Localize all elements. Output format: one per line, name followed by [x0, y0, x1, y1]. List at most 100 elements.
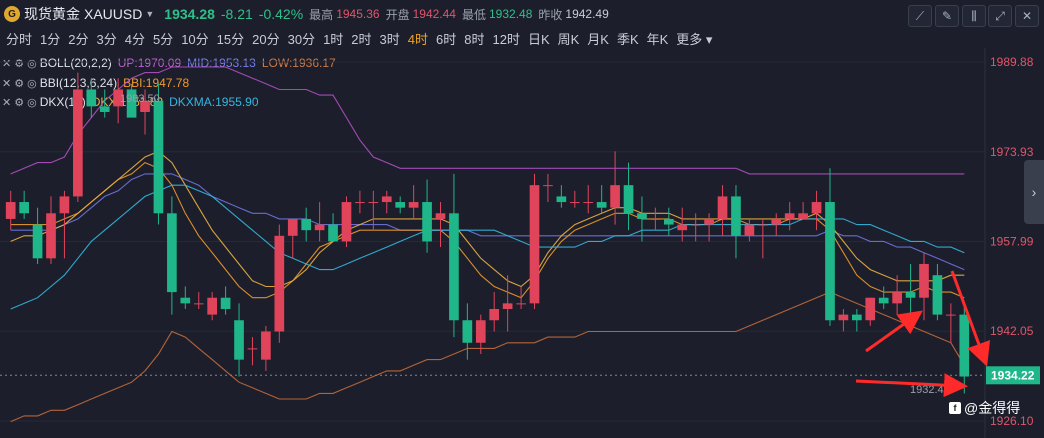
period-tab[interactable]: 2分: [68, 31, 89, 47]
period-tab[interactable]: 12时: [492, 31, 520, 47]
period-tab[interactable]: 4时: [407, 31, 428, 47]
candle-body: [287, 218, 298, 236]
candle-body: [355, 202, 365, 204]
candle-body: [113, 89, 123, 107]
prev-close-value: 1942.49: [565, 7, 609, 21]
low-value: 1932.48: [489, 7, 533, 21]
y-tick-label: 1989.88: [990, 55, 1034, 69]
prev-close-label: 昨收: [538, 7, 563, 22]
instrument-name[interactable]: 现货黄金: [24, 6, 80, 22]
period-tab[interactable]: 2时: [351, 31, 372, 47]
candle-body: [140, 100, 150, 112]
y-tick-label: 1926.10: [990, 414, 1034, 428]
close-icon[interactable]: ✕: [2, 57, 12, 70]
bbi-name: BBI(12,3,6,24): [39, 76, 118, 90]
period-tab[interactable]: 3时: [379, 31, 400, 47]
candle-body: [462, 320, 473, 343]
candle-body: [328, 224, 338, 242]
gear-icon[interactable]: ⚙: [14, 96, 25, 109]
period-tab[interactable]: 1分: [40, 31, 61, 47]
bbi-legend: ✕ ⚙ ◎ BBI(12,3,6,24) BBI:1947.78: [2, 76, 189, 90]
period-tab[interactable]: 30分: [287, 31, 316, 47]
period-tab[interactable]: 5分: [152, 31, 174, 47]
candle-body: [932, 275, 943, 315]
candle-body: [234, 320, 244, 360]
period-tab[interactable]: 3分: [96, 31, 117, 47]
candle-body: [153, 100, 164, 214]
candle-body: [650, 218, 661, 220]
period-tab[interactable]: 分时: [6, 31, 33, 47]
gold-coin-icon: G: [4, 6, 20, 22]
candle-body: [690, 224, 701, 226]
period-tab[interactable]: 8时: [464, 31, 485, 47]
eye-icon[interactable]: ◎: [27, 77, 37, 90]
gear-icon[interactable]: ⚙: [14, 77, 25, 90]
chevron-down-icon[interactable]: ▼: [145, 9, 155, 19]
symbol-code[interactable]: XAUUSD: [84, 6, 143, 22]
boll-up-value: UP:1970.09: [117, 56, 182, 70]
candle-body: [610, 185, 620, 208]
candle-body: [543, 185, 553, 187]
dkxma-value: DKXMA:1955.90: [169, 95, 259, 109]
draw-pen-icon[interactable]: ✎: [935, 5, 959, 27]
open-value: 1942.44: [412, 7, 456, 21]
eye-icon[interactable]: ◎: [27, 57, 37, 70]
candle-body: [892, 292, 902, 304]
candle-body: [261, 331, 271, 360]
period-tab[interactable]: 10分: [181, 31, 209, 47]
candle-body: [637, 213, 647, 219]
line-tool-icon[interactable]: ⟋: [908, 5, 932, 27]
close-icon[interactable]: ✕: [1015, 5, 1039, 27]
high-label: 最高: [309, 7, 334, 22]
close-icon[interactable]: ✕: [2, 96, 12, 109]
period-tab[interactable]: 年K: [646, 31, 669, 47]
quote-header: G 现货黄金 XAUUSD ▼ 1934.28 -8.21 -0.42% 最高 …: [0, 0, 1044, 28]
period-tab[interactable]: 周K: [557, 31, 580, 47]
y-tick-label: 1957.99: [990, 235, 1034, 249]
candle-body: [167, 213, 177, 293]
candlestick-chart[interactable]: 1989.88 1973.93 1957.99 1942.05 1926.10 1934.…: [0, 48, 1044, 438]
candle-body: [919, 263, 929, 298]
price-change-pct: -0.42%: [258, 6, 304, 22]
period-tab[interactable]: 6时: [436, 31, 457, 47]
candle-body: [19, 202, 29, 214]
last-price-tag: 1934.22: [991, 368, 1035, 382]
period-tab[interactable]: 20分: [252, 31, 280, 47]
period-tab[interactable]: 4分: [124, 31, 145, 47]
facebook-f-icon: f: [949, 402, 961, 414]
candle-body: [422, 202, 432, 242]
low-marker-label: 1932.48: [910, 384, 950, 396]
period-more-dropdown[interactable]: 更多 ▾: [676, 31, 713, 47]
period-tab[interactable]: 1时: [323, 31, 344, 47]
period-tab[interactable]: 15分: [216, 31, 245, 47]
candle-body: [489, 308, 500, 321]
candle-type-icon[interactable]: ⫼: [962, 5, 986, 27]
candle-body: [395, 202, 406, 208]
period-tab[interactable]: 日K: [527, 31, 550, 47]
candle-body: [59, 196, 70, 214]
expand-icon[interactable]: ⤢: [988, 5, 1012, 27]
candle-body: [556, 196, 567, 203]
high-value: 1945.36: [336, 7, 380, 21]
period-selector: 分时 1分 2分 3分 4分 5分 10分 15分 20分 30分 1时 2时 3时 4时 6时 8时 12时日…: [0, 28, 712, 48]
eye-icon[interactable]: ◎: [27, 96, 37, 109]
close-icon[interactable]: ✕: [2, 77, 12, 90]
boll-name: BOLL(20,2,2): [39, 56, 112, 70]
boll-mid-line: [10, 173, 965, 271]
candle-body: [798, 213, 808, 219]
candle-body: [207, 297, 218, 315]
red-arrow-right: [855, 373, 968, 398]
chevron-right-icon[interactable]: ›: [1024, 160, 1044, 224]
candle-body: [193, 303, 204, 305]
candle-body: [946, 314, 956, 316]
candle-body: [852, 314, 862, 321]
candle-body: [314, 224, 325, 231]
period-tab[interactable]: 季K: [616, 31, 639, 47]
price-change: -8.21: [220, 6, 253, 22]
gear-icon[interactable]: ⚙: [14, 57, 25, 70]
candle-body: [32, 224, 43, 259]
candle-body: [784, 213, 795, 219]
period-tab[interactable]: 月K: [587, 31, 609, 47]
candle-body: [502, 303, 513, 309]
candle-body: [717, 196, 728, 219]
